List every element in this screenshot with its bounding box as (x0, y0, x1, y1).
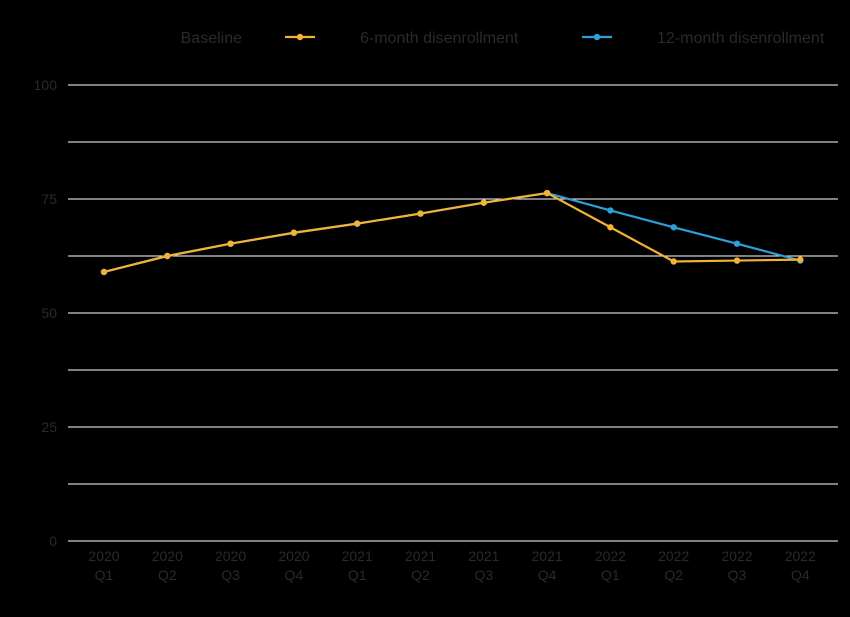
x-tick-label-year: 2022 (785, 548, 816, 564)
y-axis-ticks: 0 25 50 75 100 (34, 77, 58, 549)
x-tick-label-year: 2022 (595, 548, 626, 564)
series-2-point (670, 224, 677, 231)
legend-marker (593, 33, 601, 41)
x-tick-label-year: 2021 (342, 548, 373, 564)
gridlines (68, 84, 838, 542)
x-tick-label-quarter: Q4 (538, 567, 557, 583)
series-2-point (607, 207, 614, 214)
x-tick-label-year: 2021 (405, 548, 436, 564)
x-tick-label-quarter: Q4 (285, 567, 304, 583)
x-tick-label-quarter: Q1 (95, 567, 114, 583)
x-axis-ticks: 2020 Q1 2020 Q2 2020 Q3 2020 Q4 2021 Q1 2021 Q2 2021… (88, 548, 816, 583)
series-1-point (607, 224, 614, 231)
y-tick-label: 50 (41, 305, 57, 321)
x-tick-label-year: 2021 (468, 548, 499, 564)
x-tick-label-quarter: Q1 (348, 567, 367, 583)
x-tick-label-quarter: Q2 (411, 567, 430, 583)
series-line-1 (103, 191, 801, 274)
legend-label: 6-month disenrollment (360, 30, 519, 47)
series-1-point (100, 268, 108, 276)
series-1-point (733, 257, 741, 264)
legend: Baseline 6-month disenrollment 12-month di… (181, 30, 825, 47)
x-tick-label-quarter: Q3 (221, 567, 240, 583)
x-tick-label-year: 2022 (721, 548, 752, 564)
y-tick-label: 100 (34, 77, 58, 93)
series-1-point (480, 199, 487, 206)
y-tick-label: 25 (41, 419, 57, 435)
x-tick-label-quarter: Q3 (474, 567, 493, 583)
series-1-point (227, 240, 234, 247)
series-1-point (417, 210, 424, 217)
series-1-point (543, 189, 551, 197)
x-tick-label-year: 2020 (152, 548, 183, 564)
series-2-point (733, 240, 741, 247)
x-tick-label-year: 2020 (215, 548, 246, 564)
y-tick-label: 75 (41, 191, 57, 207)
x-tick-label-year: 2020 (278, 548, 309, 564)
x-tick-label-year: 2022 (658, 548, 689, 564)
x-tick-label-quarter: Q1 (601, 567, 620, 583)
x-tick-label-quarter: Q3 (728, 567, 747, 583)
series-line-0 (103, 191, 548, 274)
x-tick-label-year: 2020 (88, 548, 119, 564)
legend-marker (296, 33, 304, 41)
x-tick-label-quarter: Q2 (664, 567, 683, 583)
series-1-point (354, 220, 361, 227)
series-lines (100, 189, 804, 276)
legend-label: Baseline (181, 30, 242, 47)
series-1-point (164, 252, 171, 260)
x-tick-label-year: 2021 (532, 548, 563, 564)
x-tick-label-quarter: Q4 (791, 567, 810, 583)
series-1-point (670, 258, 677, 265)
series-1-point (797, 256, 804, 263)
legend-label: 12-month disenrollment (657, 30, 825, 47)
series-1-point (290, 229, 298, 236)
y-tick-label: 0 (49, 533, 57, 549)
x-tick-label-quarter: Q2 (158, 567, 177, 583)
